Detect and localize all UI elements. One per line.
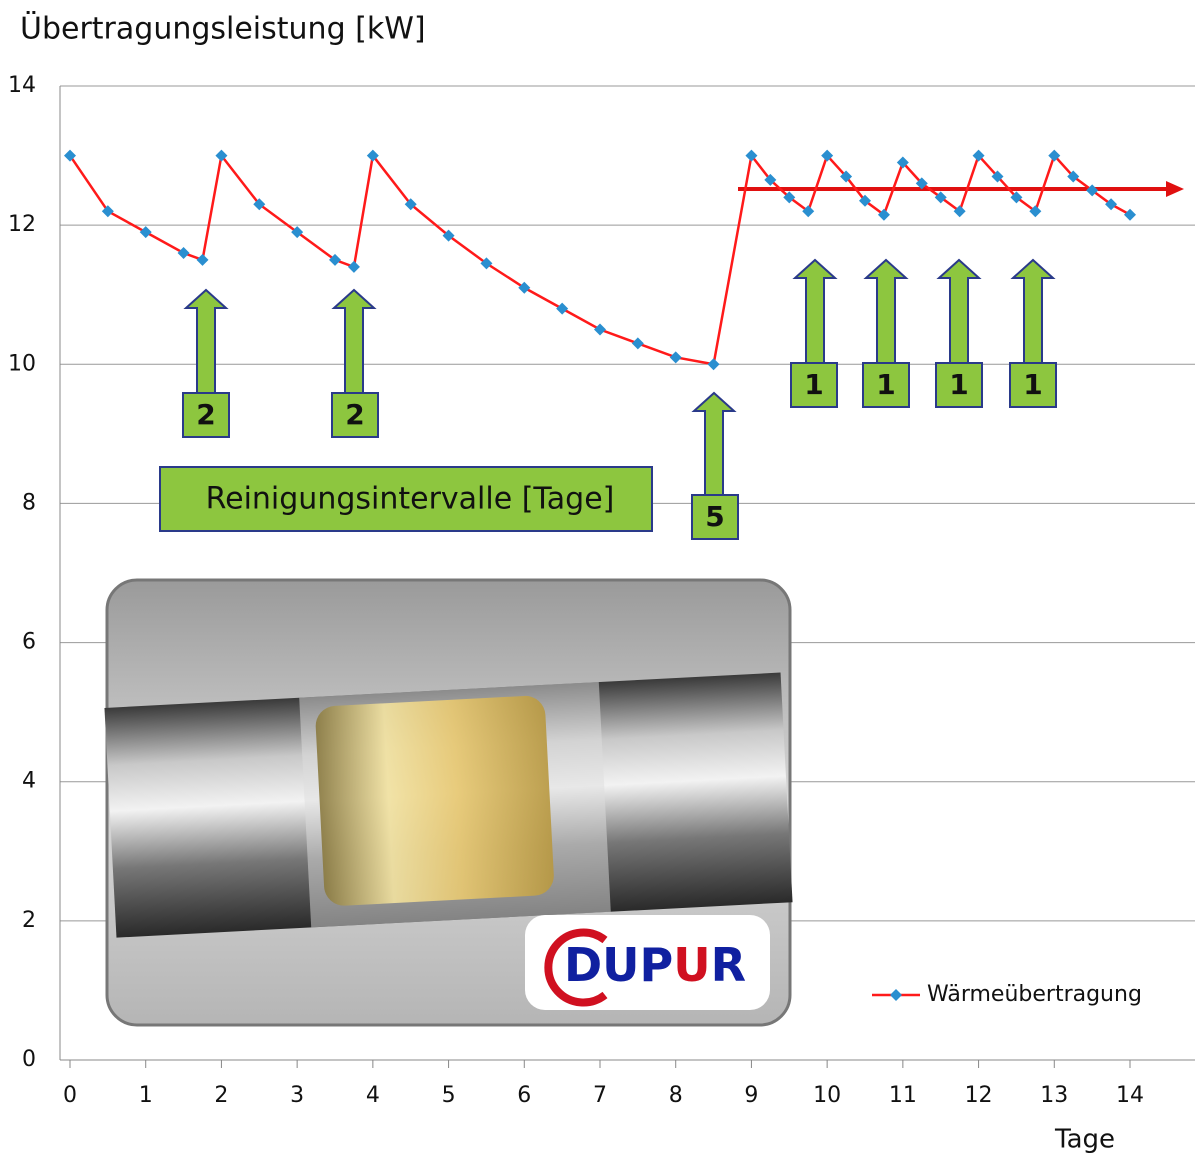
- x-axis-title: Tage: [1054, 1125, 1115, 1155]
- annotation-label: Reinigungsintervalle [Tage]: [206, 482, 615, 517]
- annotation-label: 1: [804, 368, 823, 401]
- x-tick-label: 2: [214, 1083, 228, 1108]
- y-tick-label: 14: [8, 73, 36, 98]
- y-tick-label: 8: [22, 490, 36, 515]
- x-tick-label: 8: [669, 1083, 683, 1108]
- annotation-arrow: [939, 260, 979, 363]
- data-point: [348, 261, 360, 273]
- data-point: [594, 324, 606, 336]
- legend-label: Wärmeübertragung: [927, 982, 1142, 1007]
- y-tick-label: 10: [8, 351, 36, 376]
- annotation-arrow: [694, 393, 734, 495]
- x-tick-label: 3: [290, 1083, 304, 1108]
- trend-arrow-head: [1166, 181, 1184, 197]
- data-point: [140, 226, 152, 238]
- data-point: [1124, 209, 1136, 221]
- annotation-label: 1: [1023, 368, 1042, 401]
- data-point: [178, 247, 190, 259]
- x-tick-label: 14: [1116, 1083, 1144, 1108]
- annotation-arrow: [186, 290, 226, 393]
- annotation-label: 1: [949, 368, 968, 401]
- annotation-label: 5: [705, 500, 724, 533]
- x-tick-label: 11: [889, 1083, 917, 1108]
- annotation-arrow: [1013, 260, 1053, 363]
- logo: DUPUR: [564, 938, 746, 992]
- legend-marker: [890, 989, 902, 1001]
- x-tick-label: 4: [366, 1083, 380, 1108]
- annotation-label: 2: [196, 398, 215, 431]
- annotation-arrow: [866, 260, 906, 363]
- data-point: [197, 254, 209, 266]
- x-tick-label: 5: [442, 1083, 456, 1108]
- y-tick-label: 4: [22, 769, 36, 794]
- x-tick-label: 13: [1040, 1083, 1068, 1108]
- y-tick-label: 6: [22, 630, 36, 655]
- x-tick-label: 10: [813, 1083, 841, 1108]
- plot-area: [64, 150, 1136, 371]
- annotation-label: 1: [876, 368, 895, 401]
- y-tick-label: 2: [22, 908, 36, 933]
- x-tick-label: 7: [593, 1083, 607, 1108]
- data-point: [670, 351, 682, 363]
- y-tick-label: 0: [22, 1047, 36, 1072]
- x-tick-label: 12: [965, 1083, 993, 1108]
- y-tick-label: 12: [8, 212, 36, 237]
- x-tick-label: 9: [744, 1083, 758, 1108]
- y-axis-title: Übertragungsleistung [kW]: [20, 11, 426, 47]
- data-point: [556, 303, 568, 315]
- annotation-label: 2: [345, 398, 364, 431]
- x-tick-label: 6: [517, 1083, 531, 1108]
- data-point: [518, 282, 530, 294]
- x-tick-label: 1: [139, 1083, 153, 1108]
- data-point: [632, 337, 644, 349]
- annotation-arrow: [795, 260, 835, 363]
- x-tick-label: 0: [63, 1083, 77, 1108]
- data-point: [708, 358, 720, 370]
- annotation-arrow: [334, 290, 374, 393]
- chart: Übertragungsleistung [kW] Tage DUPUR 0 2 4…: [0, 0, 1196, 1160]
